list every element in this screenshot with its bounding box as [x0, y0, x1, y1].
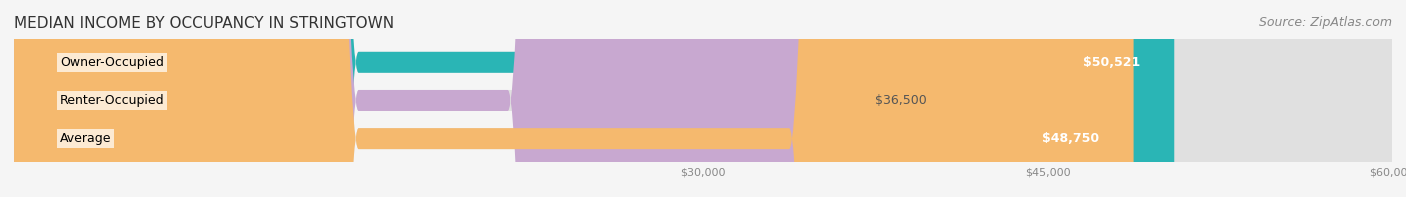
FancyBboxPatch shape	[14, 0, 1133, 197]
Text: Source: ZipAtlas.com: Source: ZipAtlas.com	[1258, 16, 1392, 29]
FancyBboxPatch shape	[14, 0, 1392, 197]
FancyBboxPatch shape	[14, 0, 1392, 197]
Text: Owner-Occupied: Owner-Occupied	[60, 56, 165, 69]
Text: Average: Average	[60, 132, 111, 145]
Text: $48,750: $48,750	[1042, 132, 1099, 145]
FancyBboxPatch shape	[14, 0, 1174, 197]
FancyBboxPatch shape	[14, 0, 852, 197]
Text: $50,521: $50,521	[1083, 56, 1140, 69]
Text: Renter-Occupied: Renter-Occupied	[60, 94, 165, 107]
Text: MEDIAN INCOME BY OCCUPANCY IN STRINGTOWN: MEDIAN INCOME BY OCCUPANCY IN STRINGTOWN	[14, 16, 394, 31]
FancyBboxPatch shape	[14, 0, 1392, 197]
Text: $36,500: $36,500	[875, 94, 927, 107]
